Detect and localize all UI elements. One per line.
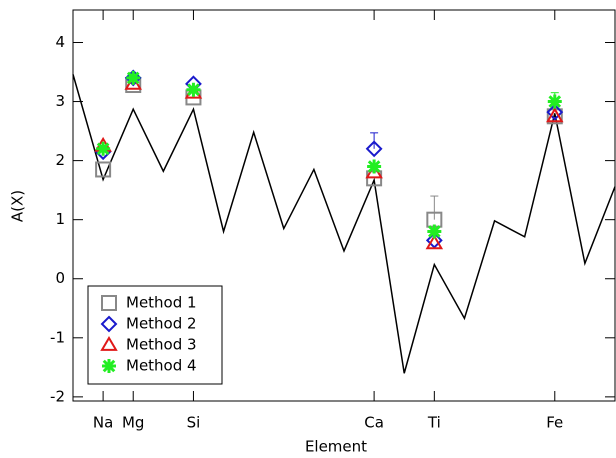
x-tick-label: Ca [364,414,384,432]
marker-star [547,94,562,109]
y-axis-label: A(X) [9,190,27,222]
abundance-line [72,74,616,374]
x-tick-label: Ti [427,414,441,432]
marker-square [95,161,112,178]
x-tick-label: Na [93,414,113,432]
marker-star [126,70,141,85]
legend: Method 1 Method 2 Method 3 Method 4 [87,285,223,385]
marker-star [96,141,111,156]
marker-diamond [100,315,118,333]
marker-triangle [546,107,564,123]
x-tick-label: Si [187,414,201,432]
x-tick-label: Fe [546,414,563,432]
marker-star [186,82,201,97]
y-tick-label: 2 [55,151,65,169]
marker-star [427,224,442,239]
marker-diamond [546,103,564,121]
legend-label: Method 1 [126,294,197,312]
legend-label: Method 3 [126,336,197,354]
y-tick-label: -1 [50,328,65,346]
x-tick-label: Mg [122,414,144,432]
y-tick-label: 1 [55,210,65,228]
plot-frame [72,9,616,402]
marker-triangle [425,234,444,250]
legend-label: Method 2 [126,315,197,333]
y-tick-label: 0 [55,269,65,287]
y-tick-label: 4 [55,33,65,51]
y-tick-label: 3 [55,92,65,110]
legend-label: Method 4 [126,357,197,375]
marker-diamond [365,140,383,158]
marker-star [367,159,382,174]
x-axis-label: Element [305,438,367,456]
y-tick-label: -2 [50,387,65,405]
marker-triangle [100,336,118,351]
marker-star [102,359,116,373]
marker-square [101,295,117,311]
